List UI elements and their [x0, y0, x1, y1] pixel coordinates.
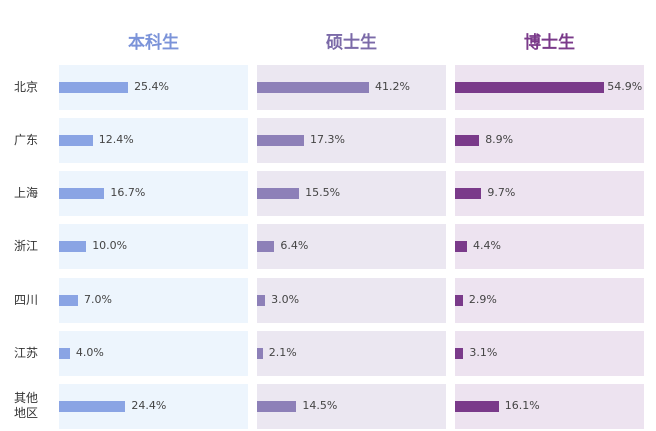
bar-background: 10.0%	[59, 224, 248, 269]
panel-title: 博士生	[524, 33, 575, 53]
data-label: 2.1%	[268, 346, 297, 359]
row-label: 北京	[13, 79, 38, 94]
bar	[257, 348, 263, 359]
bar-background: 4.0%	[59, 331, 248, 376]
bar-background: 2.1%	[257, 331, 446, 376]
bar	[59, 82, 129, 93]
bar	[59, 241, 87, 252]
bar	[59, 401, 126, 412]
data-label: 7.0%	[84, 293, 112, 306]
data-label: 24.4%	[131, 399, 167, 412]
data-label: 9.7%	[487, 186, 516, 199]
bar-background: 6.4%	[257, 224, 446, 269]
bar	[257, 82, 370, 93]
bar-background: 2.9%	[455, 278, 644, 323]
data-label: 12.4%	[98, 133, 134, 146]
panel-title: 本科生	[128, 33, 179, 53]
data-label: 25.4%	[134, 80, 170, 93]
bar-background: 15.5%	[257, 171, 446, 216]
bar-background: 3.1%	[455, 331, 644, 376]
data-label: 15.5%	[305, 186, 341, 199]
row-label: 江苏	[13, 345, 38, 360]
bar-background: 16.7%	[59, 171, 248, 216]
bar	[455, 135, 480, 146]
bar-background: 16.1%	[455, 384, 644, 429]
bar-background: 4.4%	[455, 224, 644, 269]
bar	[257, 135, 305, 146]
row-label: 四川	[13, 292, 38, 307]
data-label: 54.9%	[607, 80, 643, 93]
bar	[455, 295, 463, 306]
bar-background: 14.5%	[257, 384, 446, 429]
bar-background: 9.7%	[455, 171, 644, 216]
bar	[257, 188, 300, 199]
data-label: 10.0%	[92, 239, 128, 252]
bar-background: 7.0%	[59, 278, 248, 323]
bar	[59, 188, 105, 199]
bar	[455, 241, 467, 252]
row-label: 广东	[13, 132, 38, 147]
bar	[257, 401, 297, 412]
bar-background: 54.9%	[455, 65, 644, 110]
bar	[455, 348, 464, 359]
bar	[59, 348, 70, 359]
bar	[257, 241, 275, 252]
bar-background: 8.9%	[455, 118, 644, 163]
bar-background: 24.4%	[59, 384, 248, 429]
data-label: 4.0%	[75, 346, 104, 359]
bar-background: 17.3%	[257, 118, 446, 163]
bar	[59, 295, 79, 306]
row-label: 其他 地区	[13, 391, 38, 420]
bar	[455, 82, 605, 93]
bar-background: 12.4%	[59, 118, 248, 163]
data-label: 6.4%	[280, 239, 309, 252]
row-label: 浙江	[13, 238, 38, 253]
bar-background: 25.4%	[59, 65, 248, 110]
bar-background: 41.2%	[257, 65, 446, 110]
panel-title: 硕士生	[326, 33, 377, 53]
data-label: 16.7%	[110, 186, 146, 199]
bar	[59, 135, 93, 146]
data-label: 3.1%	[469, 346, 498, 359]
data-label: 4.4%	[472, 239, 501, 252]
bar	[455, 188, 482, 199]
data-label: 2.9%	[468, 293, 497, 306]
row-label: 上海	[13, 185, 38, 200]
bar	[455, 401, 499, 412]
data-label: 14.5%	[302, 399, 338, 412]
data-label: 8.9%	[485, 133, 514, 146]
data-label: 41.2%	[375, 80, 410, 93]
data-label: 17.3%	[310, 133, 345, 146]
data-label: 3.0%	[271, 293, 300, 306]
bar	[257, 295, 266, 306]
data-label: 16.1%	[504, 399, 540, 412]
bar-background: 3.0%	[257, 278, 446, 323]
